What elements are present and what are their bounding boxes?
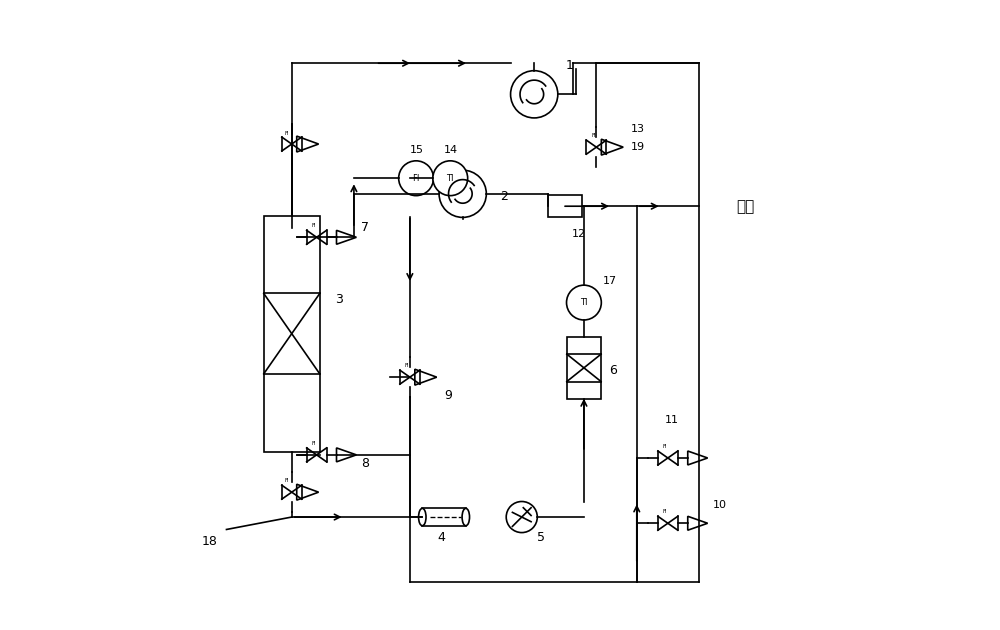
Circle shape: [567, 285, 601, 320]
Text: 18: 18: [202, 535, 217, 548]
Text: 5: 5: [537, 530, 545, 544]
Text: 11: 11: [665, 415, 679, 425]
Bar: [567, 337, 601, 399]
Circle shape: [399, 161, 433, 196]
Text: FI: FI: [591, 133, 596, 138]
Text: 排空: 排空: [736, 198, 754, 214]
Text: 19: 19: [631, 142, 645, 152]
Text: 14: 14: [444, 146, 458, 156]
Text: FI: FI: [285, 131, 289, 136]
Text: 15: 15: [410, 146, 424, 156]
Text: 7: 7: [361, 221, 369, 234]
Text: TI: TI: [447, 174, 454, 183]
Text: FI: FI: [663, 444, 667, 449]
Bar: [422, 508, 466, 526]
Text: FI: FI: [663, 509, 667, 514]
Text: 4: 4: [438, 530, 446, 544]
Text: FI: FI: [405, 364, 409, 368]
Bar: [548, 195, 582, 217]
Circle shape: [433, 161, 468, 196]
Text: FI: FI: [285, 478, 289, 483]
Text: 8: 8: [361, 457, 369, 471]
Circle shape: [439, 170, 486, 217]
Text: 12: 12: [571, 229, 586, 239]
Ellipse shape: [462, 508, 470, 526]
Text: 6: 6: [609, 364, 617, 377]
Text: 17: 17: [603, 276, 617, 286]
Text: FI: FI: [311, 441, 316, 446]
Text: 2: 2: [500, 190, 508, 203]
Text: 13: 13: [631, 123, 645, 134]
Text: 3: 3: [335, 292, 343, 306]
Text: TI: TI: [580, 298, 588, 307]
Text: FI: FI: [311, 224, 316, 228]
Circle shape: [511, 71, 558, 118]
Text: FI: FI: [412, 174, 420, 183]
Ellipse shape: [419, 508, 426, 526]
Bar: [264, 215, 320, 452]
Text: 9: 9: [445, 389, 453, 402]
Text: 1: 1: [565, 59, 573, 72]
Text: 10: 10: [713, 500, 727, 510]
